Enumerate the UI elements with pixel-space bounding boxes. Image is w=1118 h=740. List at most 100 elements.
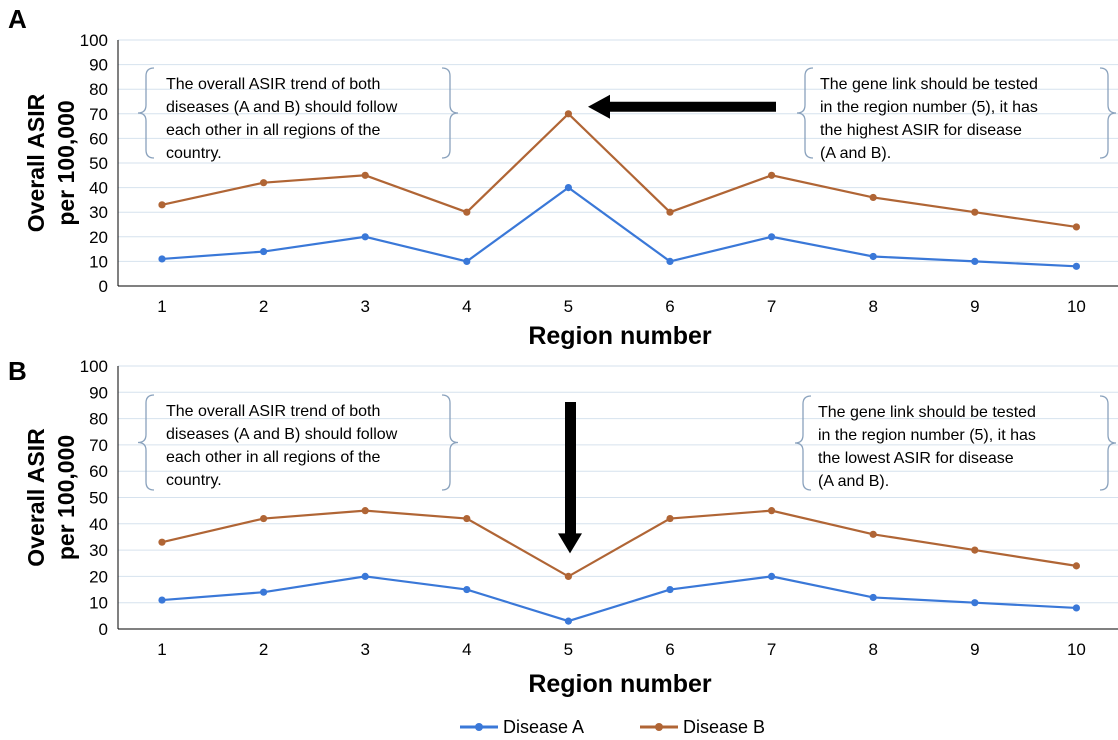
right-brace bbox=[441, 394, 459, 491]
y-tick-label: 0 bbox=[99, 620, 108, 639]
data-point-disease-b bbox=[768, 171, 776, 179]
y-tick-label: 100 bbox=[80, 31, 108, 50]
legend-swatch-marker bbox=[475, 723, 483, 731]
data-point-disease-b bbox=[869, 530, 877, 538]
data-point-disease-b bbox=[260, 514, 268, 523]
annotation-text-line: in the region number (5), it has bbox=[818, 427, 1036, 444]
annotation-text-line: (A and B). bbox=[818, 473, 889, 490]
x-tick-label: 9 bbox=[970, 297, 979, 316]
data-point-disease-a bbox=[361, 233, 369, 241]
y-tick-label: 30 bbox=[89, 541, 108, 560]
x-tick-label: 3 bbox=[360, 297, 369, 316]
annotation-text-line: The gene link should be tested bbox=[818, 404, 1036, 421]
x-tick-label: 4 bbox=[462, 297, 471, 316]
y-tick-label: 10 bbox=[89, 252, 108, 271]
data-point-disease-b bbox=[564, 572, 573, 581]
annotation-text-line: each other in all regions of the bbox=[166, 122, 380, 139]
data-point-disease-a bbox=[971, 599, 979, 607]
x-tick-label: 6 bbox=[665, 297, 674, 316]
y-tick-label: 40 bbox=[89, 515, 108, 534]
y-tick-label: 90 bbox=[89, 383, 108, 402]
data-point-disease-b bbox=[768, 507, 776, 515]
data-point-disease-b bbox=[666, 514, 674, 523]
x-tick-label: 7 bbox=[767, 640, 776, 659]
data-point-disease-b bbox=[463, 208, 471, 216]
x-tick-label: 2 bbox=[259, 640, 268, 659]
x-tick-label: 10 bbox=[1067, 640, 1086, 659]
y-tick-label: 60 bbox=[89, 462, 108, 481]
y-axis-title-line2: per 100,000 bbox=[53, 100, 79, 225]
data-point-disease-a bbox=[361, 572, 369, 581]
y-tick-label: 80 bbox=[89, 410, 108, 429]
x-tick-label: 8 bbox=[868, 640, 877, 659]
series-line-disease-b bbox=[161, 112, 1077, 229]
data-point-disease-b bbox=[463, 514, 471, 523]
x-axis-title: Region number bbox=[528, 322, 712, 350]
x-tick-label: 10 bbox=[1067, 297, 1086, 316]
arrow-left-icon bbox=[588, 94, 776, 119]
data-point-disease-b bbox=[260, 179, 268, 187]
annotation-text-line: each other in all regions of the bbox=[166, 449, 380, 466]
right-brace bbox=[1099, 395, 1117, 491]
annotation-text-line: diseases (A and B) should follow bbox=[166, 426, 398, 443]
data-point-disease-a bbox=[564, 617, 573, 625]
x-tick-label: 7 bbox=[767, 297, 776, 316]
y-tick-label: 80 bbox=[89, 80, 108, 99]
data-point-disease-b bbox=[971, 208, 979, 216]
annotation-text-line: country. bbox=[166, 472, 222, 489]
data-point-disease-b bbox=[564, 110, 573, 118]
x-axis-title: Region number bbox=[528, 670, 712, 698]
legend-swatch-marker bbox=[655, 723, 663, 731]
data-point-disease-a bbox=[158, 596, 166, 604]
data-point-disease-b bbox=[1072, 562, 1080, 570]
right-brace bbox=[1099, 67, 1117, 159]
y-tick-label: 30 bbox=[89, 203, 108, 222]
data-point-disease-b bbox=[158, 201, 166, 209]
panel-letter: A bbox=[8, 4, 27, 34]
y-axis-title-line1: Overall ASIR bbox=[23, 93, 49, 232]
x-tick-label: 1 bbox=[157, 297, 166, 316]
legend-label: Disease A bbox=[503, 717, 584, 737]
y-tick-label: 90 bbox=[89, 56, 108, 75]
data-point-disease-a bbox=[564, 184, 573, 192]
y-tick-label: 10 bbox=[89, 594, 108, 613]
annotation-text-line: The overall ASIR trend of both bbox=[166, 403, 380, 420]
data-point-disease-a bbox=[971, 257, 979, 265]
left-brace bbox=[137, 394, 155, 491]
data-point-disease-b bbox=[1072, 223, 1080, 231]
y-tick-label: 100 bbox=[80, 357, 108, 376]
annotation-text-line: The overall ASIR trend of both bbox=[166, 76, 380, 93]
y-axis-title-line2: per 100,000 bbox=[53, 435, 79, 560]
series-line-disease-a bbox=[161, 186, 1077, 268]
data-point-disease-b bbox=[666, 208, 674, 216]
series-line-disease-b bbox=[161, 509, 1077, 578]
annotation-text-line: in the region number (5), it has bbox=[820, 99, 1038, 116]
data-point-disease-b bbox=[361, 171, 369, 179]
annotation-text-line: the lowest ASIR for disease bbox=[818, 450, 1014, 467]
data-point-disease-a bbox=[666, 585, 674, 594]
y-tick-label: 70 bbox=[89, 105, 108, 124]
data-point-disease-b bbox=[869, 193, 877, 202]
y-tick-label: 40 bbox=[89, 179, 108, 198]
right-brace bbox=[441, 67, 459, 159]
data-point-disease-a bbox=[869, 593, 877, 602]
data-point-disease-b bbox=[971, 546, 979, 554]
x-tick-label: 9 bbox=[970, 640, 979, 659]
data-point-disease-a bbox=[463, 585, 471, 594]
data-point-disease-a bbox=[768, 233, 776, 241]
annotation-text-line: the highest ASIR for disease bbox=[820, 122, 1022, 139]
data-point-disease-b bbox=[361, 507, 369, 515]
x-tick-label: 5 bbox=[564, 640, 573, 659]
x-tick-label: 1 bbox=[157, 640, 166, 659]
y-tick-label: 20 bbox=[89, 567, 108, 586]
x-tick-label: 2 bbox=[259, 297, 268, 316]
y-tick-label: 20 bbox=[89, 228, 108, 247]
annotation-text-line: (A and B). bbox=[820, 145, 891, 162]
y-axis-title-line1: Overall ASIR bbox=[23, 428, 49, 567]
left-brace bbox=[796, 67, 814, 159]
data-point-disease-a bbox=[463, 257, 471, 265]
annotation-text-line: diseases (A and B) should follow bbox=[166, 99, 398, 116]
y-tick-label: 70 bbox=[89, 436, 108, 455]
legend: Disease A Disease B bbox=[460, 717, 765, 737]
